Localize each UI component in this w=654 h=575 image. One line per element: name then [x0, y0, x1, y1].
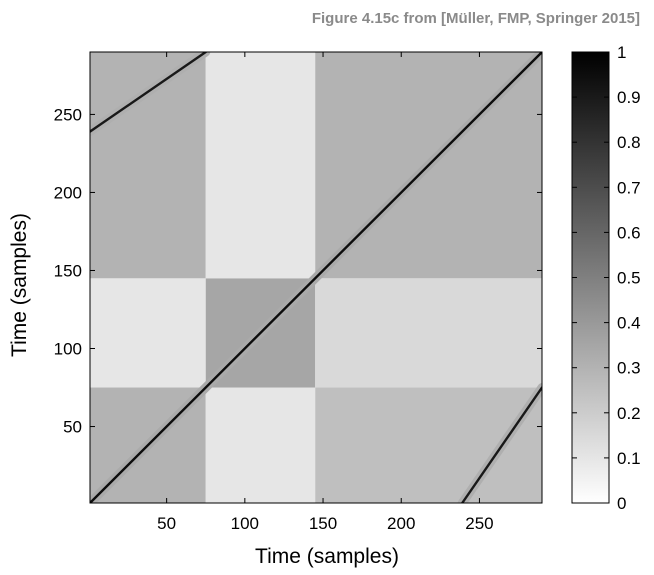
y-tick-label: 200: [54, 183, 82, 202]
colorbar-tick-label: 0.1: [617, 449, 641, 468]
colorbar-tick-label: 0.2: [617, 404, 641, 423]
colorbar-tick-label: 0.3: [617, 359, 641, 378]
y-tick-label: 50: [63, 418, 82, 437]
x-axis-title: Time (samples): [255, 545, 399, 568]
colorbar-tick-label: 0: [617, 494, 626, 513]
colorbar-tick-label: 0.5: [617, 269, 641, 288]
y-tick-label: 100: [54, 340, 82, 359]
x-tick-label: 100: [231, 514, 259, 533]
heatmap-block: [205, 52, 316, 279]
heatmap-cells: [90, 52, 542, 503]
y-tick-label: 250: [54, 105, 82, 124]
colorbar-tick-label: 0.8: [617, 133, 641, 152]
main-diagonal-path: [90, 52, 542, 503]
heatmap-plot: 50 100 150 200 250 50 100 150 200 250: [54, 51, 543, 533]
heatmap-block: [315, 387, 542, 503]
x-tick-label: 50: [157, 514, 176, 533]
colorbar: 0 0.1 0.2 0.3 0.4 0.5 0.6 0.7 0.8 0.9 1: [571, 43, 641, 513]
repetition-path: [461, 386, 542, 503]
colorbar-tick-label: 1: [617, 43, 626, 62]
colorbar-tick-label: 0.6: [617, 223, 641, 242]
y-tick-label: 150: [54, 261, 82, 280]
heatmap-block: [90, 278, 206, 388]
repetition-path: [90, 52, 207, 133]
heatmap-paths: [90, 52, 542, 503]
figure-caption: Figure 4.15c from [Müller, FMP, Springer…: [311, 10, 640, 27]
colorbar-tick-label: 0.9: [617, 88, 641, 107]
x-tick-label: 250: [465, 514, 493, 533]
x-tick-label: 150: [309, 514, 337, 533]
heatmap-block: [90, 52, 206, 279]
colorbar-tick-label: 0.4: [617, 314, 641, 333]
colorbar-ticks: 0 0.1 0.2 0.3 0.4 0.5 0.6 0.7 0.8 0.9 1: [572, 43, 641, 513]
x-tick-label: 200: [387, 514, 415, 533]
x-axis-ticks: 50 100 150 200 250: [157, 52, 494, 533]
heatmap-block: [315, 278, 542, 388]
plot-frame: [89, 51, 543, 504]
colorbar-gradient: [571, 51, 610, 504]
y-axis-ticks: 50 100 150 200 250: [54, 105, 542, 437]
colorbar-tick-label: 0.7: [617, 178, 641, 197]
heatmap-block: [205, 387, 316, 503]
y-axis-title: Time (samples): [8, 213, 31, 357]
